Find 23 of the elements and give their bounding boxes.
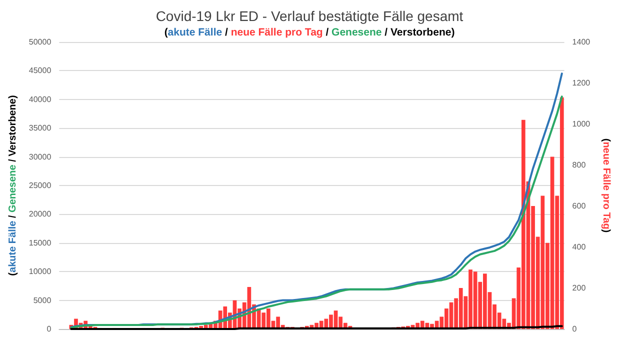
y2-tick-label: 1200 (572, 78, 591, 88)
y-tick-label: 50000 (28, 38, 52, 46)
y-tick-label: 10000 (28, 267, 52, 276)
y2-tick-label: 600 (572, 202, 586, 210)
y-tick-label: 40000 (28, 94, 52, 104)
y-tick-label: 35000 (28, 124, 52, 133)
y2-axis-title: (neue Fälle pro Tag) (600, 138, 612, 233)
y-tick-label: 25000 (28, 181, 52, 190)
text: (akute Fälle / neue Fälle pro Tag / Genesene / Verstorbene) (164, 26, 455, 38)
y2-tick-label: 800 (572, 160, 586, 170)
y-tick-label: 45000 (28, 66, 52, 76)
y2-tick-label: 400 (572, 242, 586, 252)
y2-tick-label: 0 (572, 324, 578, 334)
y-tick-label: 0 (46, 324, 52, 334)
chart-title: Covid-19 Lkr ED - Verlauf bestätigte Fälle gesamt (156, 8, 464, 24)
y-tick-label: 30000 (28, 152, 52, 162)
y2-tick-label: 200 (572, 284, 586, 292)
y-tick-label: 5000 (33, 296, 52, 305)
y-tick-label: 20000 (28, 210, 52, 219)
y-axis-title: (akute Fälle / Genesene / Verstorbene) (8, 95, 18, 276)
y2-tick-label: 1000 (572, 120, 591, 128)
y-tick-label: 15000 (28, 238, 52, 248)
y2-tick-label: 1400 (572, 38, 591, 46)
